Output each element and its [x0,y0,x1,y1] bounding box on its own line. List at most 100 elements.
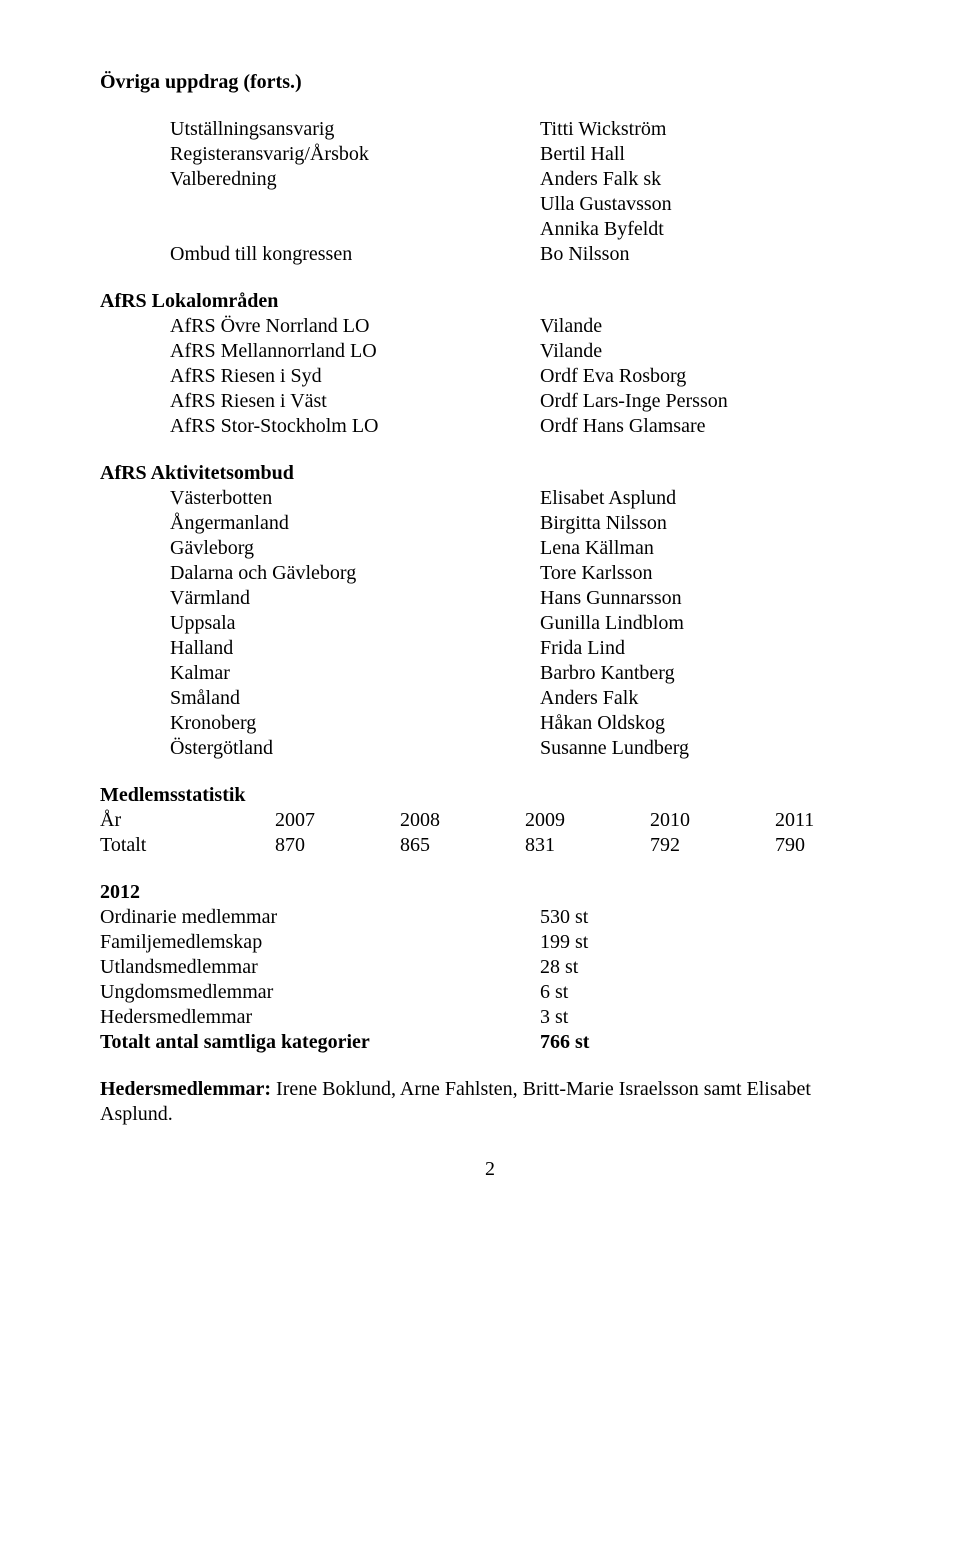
aktivitet-row: GävleborgLena Källman [100,536,880,561]
aktivitet-label: Dalarna och Gävleborg [170,561,540,586]
members2012-row: Totalt antal samtliga kategorier766 st [100,1030,880,1055]
aktivitet-value: Gunilla Lindblom [540,611,880,636]
role-label: Valberedning [170,167,540,192]
aktivitet-label: Värmland [170,586,540,611]
members2012-row: Hedersmedlemmar3 st [100,1005,880,1030]
aktivitet-row: HallandFrida Lind [100,636,880,661]
members2012-value: 766 st [540,1030,589,1055]
stats-data-cell: 831 [525,833,650,858]
aktivitet-row: UppsalaGunilla Lindblom [100,611,880,636]
stats-data-cell: 792 [650,833,775,858]
lokal-row: AfRS Stor-Stockholm LOOrdf Hans Glamsare [100,414,880,439]
lokal-row: AfRS Övre Norrland LOVilande [100,314,880,339]
lokal-value: Ordf Eva Rosborg [540,364,880,389]
aktivitet-value: Elisabet Asplund [540,486,880,511]
page-number: 2 [100,1157,880,1182]
lokal-label: AfRS Stor-Stockholm LO [170,414,540,439]
lokal-value: Vilande [540,339,880,364]
role-value: Ulla Gustavsson [540,192,880,217]
stats-block: Medlemsstatistik År20072008200920102011 … [100,783,880,858]
members2012-value: 530 st [540,905,588,930]
stats-header-cell: År [100,808,275,833]
aktivitet-label: Uppsala [170,611,540,636]
members2012-row: Utlandsmedlemmar28 st [100,955,880,980]
aktivitet-row: VärmlandHans Gunnarsson [100,586,880,611]
heading-medlemsstatistik: Medlemsstatistik [100,783,880,808]
aktivitet-value: Tore Karlsson [540,561,880,586]
aktivitet-row: VästerbottenElisabet Asplund [100,486,880,511]
stats-data-row: Totalt870865831792790 [100,833,855,858]
aktivitet-value: Hans Gunnarsson [540,586,880,611]
role-row: Ombud till kongressenBo Nilsson [100,242,880,267]
aktivitet-value: Frida Lind [540,636,880,661]
role-value: Titti Wickström [540,117,880,142]
members2012-label: Utlandsmedlemmar [100,955,540,980]
heading-ovriga-uppdrag: Övriga uppdrag (forts.) [100,70,880,95]
lokal-block: AfRS Lokalområden AfRS Övre Norrland LOV… [100,289,880,439]
members2012-label: Totalt antal samtliga kategorier [100,1030,540,1055]
role-label [170,192,540,217]
aktivitet-row: ÅngermanlandBirgitta Nilsson [100,511,880,536]
aktivitet-value: Susanne Lundberg [540,736,880,761]
heders-block: Hedersmedlemmar: Irene Boklund, Arne Fah… [100,1077,880,1127]
role-row: Ulla Gustavsson [100,192,880,217]
aktivitet-label: Västerbotten [170,486,540,511]
members2012-value: 28 st [540,955,578,980]
aktivitet-row: KronobergHåkan Oldskog [100,711,880,736]
aktivitet-value: Lena Källman [540,536,880,561]
role-row: Annika Byfeldt [100,217,880,242]
role-label [170,217,540,242]
members2012-value: 3 st [540,1005,568,1030]
aktivitet-label: Kronoberg [170,711,540,736]
aktivitet-row: SmålandAnders Falk [100,686,880,711]
aktivitet-label: Östergötland [170,736,540,761]
lokal-label: AfRS Riesen i Syd [170,364,540,389]
members2012-label: Familjemedlemskap [100,930,540,955]
members2012-value: 6 st [540,980,568,1005]
aktivitet-value: Anders Falk [540,686,880,711]
stats-data-cell: 790 [775,833,855,858]
role-value: Anders Falk sk [540,167,880,192]
aktivitet-label: Ångermanland [170,511,540,536]
stats-table: År20072008200920102011 Totalt87086583179… [100,808,855,858]
heading-lokalomraden: AfRS Lokalområden [100,289,880,314]
lokal-row: AfRS Riesen i VästOrdf Lars-Inge Persson [100,389,880,414]
role-label: Utställningsansvarig [170,117,540,142]
stats-data-cell: 865 [400,833,525,858]
aktivitet-label: Småland [170,686,540,711]
members2012-row: Ordinarie medlemmar530 st [100,905,880,930]
stats-header-cell: 2009 [525,808,650,833]
aktivitet-label: Gävleborg [170,536,540,561]
lokal-row: AfRS Mellannorrland LOVilande [100,339,880,364]
role-row: ValberedningAnders Falk sk [100,167,880,192]
lokal-label: AfRS Mellannorrland LO [170,339,540,364]
stats-data-cell: 870 [275,833,400,858]
members2012-label: Ordinarie medlemmar [100,905,540,930]
heading-2012: 2012 [100,880,880,905]
stats-header-cell: 2011 [775,808,855,833]
stats-header-cell: 2008 [400,808,525,833]
role-value: Bo Nilsson [540,242,880,267]
aktivitet-block: AfRS Aktivitetsombud VästerbottenElisabe… [100,461,880,761]
heading-aktivitetsombud: AfRS Aktivitetsombud [100,461,880,486]
heders-label: Hedersmedlemmar: [100,1078,271,1100]
aktivitet-value: Barbro Kantberg [540,661,880,686]
aktivitet-row: ÖstergötlandSusanne Lundberg [100,736,880,761]
lokal-label: AfRS Övre Norrland LO [170,314,540,339]
stats-data-cell: Totalt [100,833,275,858]
stats-header-cell: 2010 [650,808,775,833]
members-2012-block: 2012 Ordinarie medlemmar530 stFamiljemed… [100,880,880,1055]
stats-header-row: År20072008200920102011 [100,808,855,833]
aktivitet-value: Håkan Oldskog [540,711,880,736]
stats-header-cell: 2007 [275,808,400,833]
role-row: UtställningsansvarigTitti Wickström [100,117,880,142]
lokal-value: Ordf Hans Glamsare [540,414,880,439]
aktivitet-label: Kalmar [170,661,540,686]
aktivitet-value: Birgitta Nilsson [540,511,880,536]
roles-block: UtställningsansvarigTitti WickströmRegis… [100,117,880,267]
members2012-row: Ungdomsmedlemmar6 st [100,980,880,1005]
lokal-row: AfRS Riesen i SydOrdf Eva Rosborg [100,364,880,389]
lokal-value: Vilande [540,314,880,339]
role-label: Ombud till kongressen [170,242,540,267]
role-value: Bertil Hall [540,142,880,167]
